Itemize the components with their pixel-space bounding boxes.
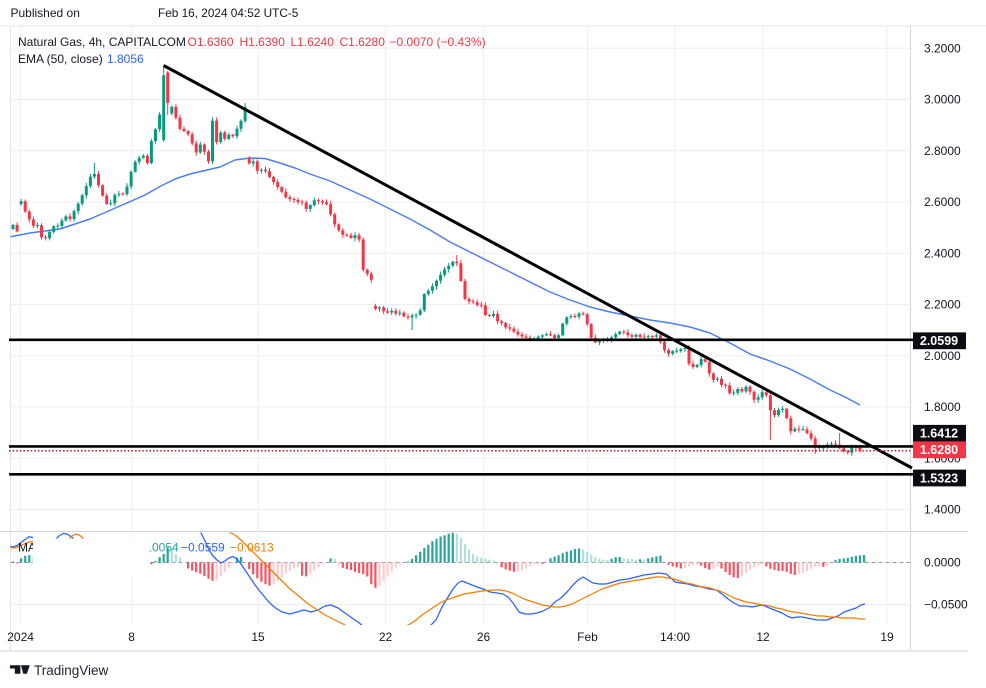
svg-text:15: 15 [251, 630, 265, 644]
svg-text:22: 22 [379, 630, 393, 644]
svg-text:TradingView: TradingView [34, 663, 109, 678]
svg-text:Feb: Feb [577, 630, 598, 644]
svg-text:1.6280: 1.6280 [920, 443, 958, 457]
svg-text:1.8056: 1.8056 [107, 52, 144, 66]
svg-text:Feb 16, 2024 04:52 UTC-5: Feb 16, 2024 04:52 UTC-5 [158, 6, 299, 20]
svg-text:Natural Gas, 4h, CAPITALCOM: Natural Gas, 4h, CAPITALCOM [18, 35, 186, 49]
svg-text:C1.6280: C1.6280 [340, 35, 386, 49]
svg-text:26: 26 [477, 630, 491, 644]
svg-text:0.0000: 0.0000 [924, 556, 961, 570]
svg-text:2.8000: 2.8000 [924, 144, 961, 158]
svg-text:2024: 2024 [7, 630, 34, 644]
svg-text:2.0000: 2.0000 [924, 349, 961, 363]
svg-text:EMA (50, close): EMA (50, close) [18, 52, 103, 66]
svg-text:2.6000: 2.6000 [924, 195, 961, 209]
svg-text:19: 19 [880, 630, 894, 644]
svg-text:14:00: 14:00 [660, 630, 690, 644]
svg-text:2.0599: 2.0599 [920, 334, 958, 348]
svg-text:3.2000: 3.2000 [924, 42, 961, 56]
svg-text:1.5323: 1.5323 [920, 471, 958, 485]
svg-text:Published on: Published on [11, 6, 80, 20]
svg-text:1.8000: 1.8000 [924, 400, 961, 414]
svg-text:12: 12 [756, 630, 770, 644]
svg-text:2.4000: 2.4000 [924, 247, 961, 261]
svg-text:L1.6240: L1.6240 [291, 35, 335, 49]
svg-text:−0.0070 (−0.43%): −0.0070 (−0.43%) [390, 35, 486, 49]
svg-text:−0.0559: −0.0559 [181, 541, 225, 555]
svg-text:0.0054: 0.0054 [142, 541, 179, 555]
svg-text:−0.0613: −0.0613 [230, 541, 274, 555]
svg-text:−0.0500: −0.0500 [924, 598, 968, 612]
svg-text:1.6412: 1.6412 [920, 427, 958, 441]
svg-text:8: 8 [128, 630, 135, 644]
svg-text:2.2000: 2.2000 [924, 298, 961, 312]
svg-text:H1.6390: H1.6390 [240, 35, 286, 49]
svg-text:O1.6360: O1.6360 [188, 35, 234, 49]
svg-text:3.0000: 3.0000 [924, 93, 961, 107]
svg-text:1.4000: 1.4000 [924, 503, 961, 517]
